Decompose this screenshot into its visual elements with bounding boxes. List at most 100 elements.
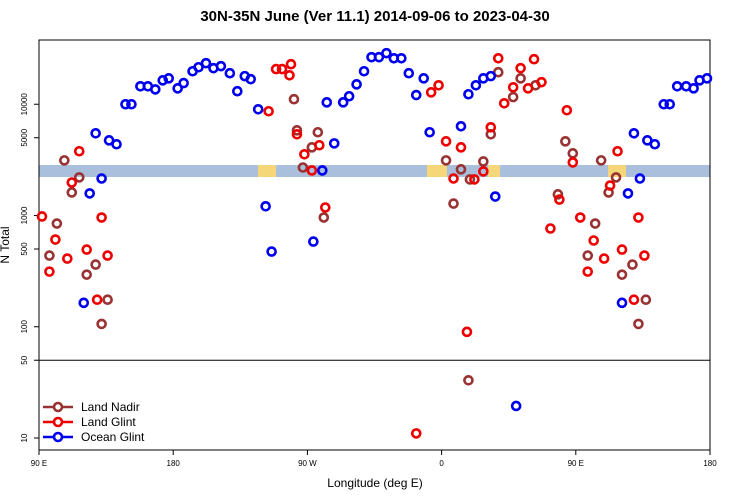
point: [252, 103, 264, 115]
point: [96, 212, 107, 223]
point: [102, 250, 113, 261]
point: [515, 62, 526, 74]
point: [633, 212, 644, 223]
point: [658, 98, 670, 110]
point: [492, 52, 504, 64]
point: [470, 80, 482, 91]
point: [381, 47, 392, 59]
point: [318, 212, 330, 223]
point: [150, 84, 161, 95]
legend-swatch: [52, 431, 64, 443]
point: [215, 60, 227, 72]
point: [545, 223, 556, 234]
point: [157, 75, 169, 86]
point: [640, 294, 652, 306]
band-land: [258, 165, 276, 177]
map-band: [39, 165, 710, 177]
point: [270, 63, 282, 75]
point: [44, 266, 55, 277]
point: [312, 126, 324, 138]
chart-title: 30N-35N June (Ver 11.1) 2014-09-06 to 20…: [200, 8, 549, 25]
point: [463, 88, 474, 100]
point: [73, 145, 85, 157]
point: [358, 65, 370, 77]
point: [66, 177, 78, 188]
point: [567, 148, 579, 159]
point: [567, 157, 579, 168]
point: [410, 89, 422, 101]
point: [291, 125, 303, 136]
legend-label: Ocean Glint: [81, 430, 145, 444]
point: [595, 155, 607, 166]
y-tick-label: 10: [20, 433, 29, 442]
point: [96, 173, 107, 184]
point: [319, 202, 331, 213]
series: [78, 47, 713, 412]
point: [306, 165, 318, 176]
x-tick-label: 90 W: [298, 459, 317, 468]
x-tick-label: 0: [439, 459, 444, 468]
point: [120, 98, 131, 110]
point: [616, 297, 628, 309]
band-land: [488, 165, 500, 177]
band-land: [427, 165, 447, 177]
point: [574, 212, 586, 223]
point: [91, 294, 103, 306]
point: [455, 164, 467, 175]
point: [328, 138, 340, 149]
point: [489, 191, 501, 202]
point: [455, 120, 467, 132]
point: [455, 142, 467, 153]
point: [410, 428, 422, 439]
series: [36, 52, 650, 439]
point: [588, 235, 599, 246]
y-tick-label: 100: [20, 320, 29, 334]
point: [297, 162, 309, 173]
point: [178, 77, 189, 89]
legend-swatch: [52, 401, 64, 413]
point: [317, 165, 328, 176]
y-tick-label: 1000: [20, 206, 29, 224]
point: [351, 79, 362, 90]
point: [224, 67, 236, 79]
band-land: [608, 165, 626, 177]
point: [536, 76, 547, 88]
point: [498, 97, 510, 109]
point: [51, 218, 63, 229]
point: [396, 52, 407, 64]
point: [84, 188, 95, 199]
point: [560, 136, 571, 147]
point: [478, 156, 489, 167]
point: [589, 218, 601, 229]
point: [291, 128, 303, 140]
x-tick-label: 180: [167, 459, 181, 468]
point: [478, 166, 489, 177]
point: [308, 236, 319, 247]
point: [604, 180, 616, 191]
point: [610, 172, 622, 183]
point: [461, 326, 473, 338]
point: [232, 85, 243, 97]
point: [598, 253, 610, 264]
point: [90, 259, 101, 270]
point: [633, 318, 644, 330]
point: [522, 83, 534, 94]
x-tick-label: 90 E: [31, 459, 47, 468]
point: [649, 138, 661, 150]
point: [245, 73, 257, 85]
point: [36, 211, 48, 222]
point: [664, 98, 676, 110]
plot-frame: [38, 39, 711, 451]
point: [616, 244, 628, 255]
legend-swatch: [52, 416, 64, 428]
point: [62, 253, 73, 264]
y-tick-label: 10000: [20, 93, 29, 116]
y-tick-label: 50: [20, 355, 29, 364]
point: [284, 70, 295, 81]
point: [373, 51, 385, 63]
point: [634, 173, 646, 184]
band-ocean: [39, 165, 710, 177]
point: [337, 97, 349, 108]
